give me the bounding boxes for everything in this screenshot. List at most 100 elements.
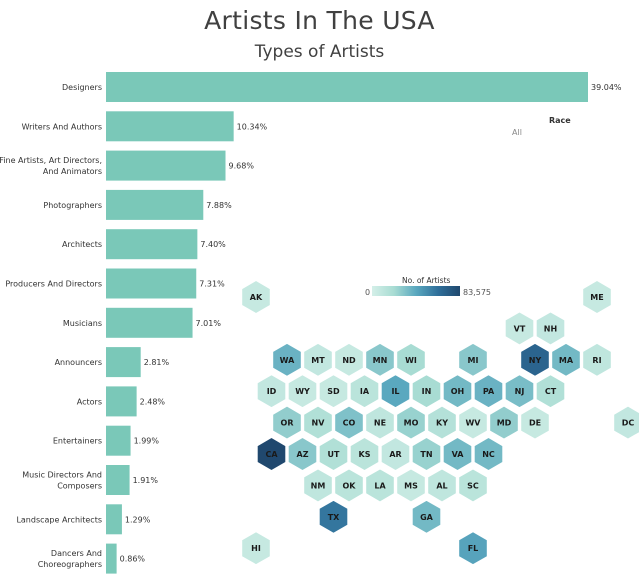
state-tile-ak[interactable]: AK	[241, 279, 271, 315]
state-hex-az[interactable]	[287, 436, 318, 472]
state-hex-or[interactable]	[272, 405, 302, 440]
state-hex-ga[interactable]	[411, 499, 442, 534]
race-filter-value[interactable]: All	[512, 128, 522, 137]
state-tile-hi[interactable]: HI	[241, 531, 271, 566]
state-hex-tx[interactable]	[318, 499, 349, 534]
state-tile-sd[interactable]: SD	[318, 374, 349, 409]
state-hex-ne[interactable]	[365, 405, 395, 440]
state-tile-nj[interactable]: NJ	[504, 374, 535, 409]
state-hex-wy[interactable]	[287, 374, 318, 409]
bar-entertainers[interactable]	[106, 425, 131, 456]
state-hex-sc[interactable]	[458, 468, 488, 503]
state-tile-nh[interactable]: NH	[535, 311, 566, 346]
state-tile-ok[interactable]: OK	[334, 468, 364, 503]
bar-musicians[interactable]	[106, 307, 193, 338]
bar-fine-artists-art-directors-and-animators[interactable]	[106, 150, 226, 181]
state-tile-az[interactable]: AZ	[287, 436, 318, 472]
state-hex-ri[interactable]	[582, 342, 612, 377]
state-tile-ne[interactable]: NE	[365, 405, 395, 440]
state-hex-ma[interactable]	[551, 342, 581, 377]
state-tile-va[interactable]: VA	[442, 436, 473, 472]
state-tile-in[interactable]: IN	[411, 374, 442, 409]
state-tile-mn[interactable]: MN	[365, 342, 395, 377]
state-hex-ak[interactable]	[241, 279, 271, 315]
state-tile-wa[interactable]: WA	[272, 342, 302, 377]
state-hex-ms[interactable]	[396, 468, 426, 503]
state-tile-tx[interactable]: TX	[318, 499, 349, 534]
state-hex-il[interactable]	[380, 374, 411, 409]
state-hex-ar[interactable]	[380, 436, 411, 472]
bar-actors[interactable]	[106, 386, 137, 417]
state-hex-nv[interactable]	[303, 405, 333, 440]
bar-announcers[interactable]	[106, 347, 141, 378]
state-hex-dc[interactable]	[613, 405, 639, 440]
state-tile-oh[interactable]: OH	[442, 374, 473, 409]
state-hex-vt[interactable]	[504, 311, 535, 346]
state-tile-la[interactable]: LA	[365, 468, 395, 503]
state-tile-co[interactable]: CO	[334, 405, 364, 440]
state-tile-ca[interactable]: CA	[256, 436, 287, 472]
state-tile-or[interactable]: OR	[272, 405, 302, 440]
state-hex-ny[interactable]	[520, 342, 550, 377]
state-tile-wi[interactable]: WI	[396, 342, 426, 377]
state-hex-ks[interactable]	[349, 436, 380, 472]
bar-landscape-architects[interactable]	[106, 504, 122, 535]
state-tile-nc[interactable]: NC	[473, 436, 504, 472]
state-tile-ks[interactable]: KS	[349, 436, 380, 472]
state-hex-wa[interactable]	[272, 342, 302, 377]
state-tile-ar[interactable]: AR	[380, 436, 411, 472]
state-tile-md[interactable]: MD	[489, 405, 519, 440]
state-hex-fl[interactable]	[458, 531, 488, 566]
state-hex-nd[interactable]	[334, 342, 364, 377]
state-hex-ct[interactable]	[535, 374, 566, 409]
state-hex-wi[interactable]	[396, 342, 426, 377]
state-hex-nm[interactable]	[303, 468, 333, 503]
state-hex-mt[interactable]	[303, 342, 333, 377]
state-tile-al[interactable]: AL	[427, 468, 457, 503]
bar-writers-and-authors[interactable]	[106, 111, 234, 142]
state-tile-fl[interactable]: FL	[458, 531, 488, 566]
state-hex-id[interactable]	[256, 374, 287, 409]
state-hex-nh[interactable]	[535, 311, 566, 346]
state-tile-ms[interactable]: MS	[396, 468, 426, 503]
state-tile-wy[interactable]: WY	[287, 374, 318, 409]
state-tile-ri[interactable]: RI	[582, 342, 612, 377]
bar-producers-and-directors[interactable]	[106, 268, 197, 299]
state-hex-tn[interactable]	[411, 436, 442, 472]
state-tile-vt[interactable]: VT	[504, 311, 535, 346]
state-tile-nd[interactable]: ND	[334, 342, 364, 377]
state-tile-id[interactable]: ID	[256, 374, 287, 409]
state-tile-wv[interactable]: WV	[458, 405, 488, 440]
state-tile-ma[interactable]: MA	[551, 342, 581, 377]
bar-dancers-and-choreographers[interactable]	[106, 543, 117, 574]
state-hex-nc[interactable]	[473, 436, 504, 472]
state-tile-ct[interactable]: CT	[535, 374, 566, 409]
state-hex-ok[interactable]	[334, 468, 364, 503]
state-hex-oh[interactable]	[442, 374, 473, 409]
state-hex-nj[interactable]	[504, 374, 535, 409]
state-hex-ia[interactable]	[349, 374, 380, 409]
state-hex-in[interactable]	[411, 374, 442, 409]
state-tile-nv[interactable]: NV	[303, 405, 333, 440]
state-tile-il[interactable]: IL	[380, 374, 411, 409]
state-tile-ky[interactable]: KY	[427, 405, 457, 440]
state-hex-ky[interactable]	[427, 405, 457, 440]
state-hex-de[interactable]	[520, 405, 550, 440]
state-tile-mt[interactable]: MT	[303, 342, 333, 377]
state-tile-ga[interactable]: GA	[411, 499, 442, 534]
state-hex-md[interactable]	[489, 405, 519, 440]
state-tile-tn[interactable]: TN	[411, 436, 442, 472]
state-tile-ia[interactable]: IA	[349, 374, 380, 409]
state-hex-hi[interactable]	[241, 531, 271, 566]
state-hex-pa[interactable]	[473, 374, 504, 409]
bar-music-directors-and-composers[interactable]	[106, 465, 130, 495]
state-tile-me[interactable]: ME	[582, 279, 612, 315]
state-hex-mi[interactable]	[458, 342, 488, 377]
state-tile-sc[interactable]: SC	[458, 468, 488, 503]
state-hex-va[interactable]	[442, 436, 473, 472]
state-hex-mo[interactable]	[396, 405, 426, 440]
state-hex-la[interactable]	[365, 468, 395, 503]
state-hex-me[interactable]	[582, 279, 612, 315]
state-hex-ut[interactable]	[318, 436, 349, 472]
state-hex-sd[interactable]	[318, 374, 349, 409]
